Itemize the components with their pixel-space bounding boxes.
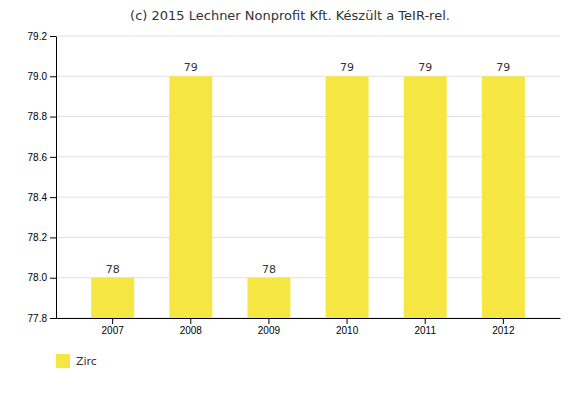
tick: 77.8 bbox=[28, 313, 56, 324]
tick-label: 79.0 bbox=[28, 71, 48, 82]
tick-label: 78.0 bbox=[28, 272, 48, 283]
tick-mark bbox=[50, 117, 56, 118]
plot: 78 79 78 79 79 79 2007 2008 2009 2010 2011 2012 77.8… bbox=[28, 31, 561, 368]
bar bbox=[169, 76, 212, 318]
tick-mark bbox=[50, 318, 56, 319]
tick: 2012 bbox=[492, 318, 515, 336]
tick: 78.6 bbox=[28, 152, 56, 163]
tick-mark bbox=[50, 278, 56, 279]
tick-label: 78.8 bbox=[28, 111, 48, 122]
bar bbox=[247, 278, 290, 318]
legend-label: Zirc bbox=[76, 355, 97, 368]
bars bbox=[91, 76, 525, 318]
tick-label: 2010 bbox=[336, 325, 359, 336]
tick-mark bbox=[50, 237, 56, 238]
tick-label: 2007 bbox=[102, 325, 125, 336]
tick-mark bbox=[112, 318, 113, 324]
tick-mark bbox=[347, 318, 348, 324]
tick: 78.2 bbox=[28, 232, 56, 243]
tick-label: 2009 bbox=[258, 325, 281, 336]
title: (c) 2015 Lechner Nonprofit Kft. Készült … bbox=[130, 8, 450, 23]
tick-label: 2008 bbox=[180, 325, 203, 336]
grid-line bbox=[56, 36, 560, 37]
tick-label: 79.2 bbox=[28, 31, 48, 42]
grid bbox=[56, 36, 560, 318]
bar bbox=[326, 76, 369, 318]
data-label: 78 bbox=[106, 263, 120, 276]
tick-mark bbox=[190, 318, 191, 324]
tick-label: 2012 bbox=[492, 325, 515, 336]
tick-label: 77.8 bbox=[28, 313, 48, 324]
axis-line bbox=[56, 37, 57, 319]
tick: 78.4 bbox=[28, 192, 56, 203]
legend-swatch bbox=[56, 354, 70, 368]
tick: 78.8 bbox=[28, 111, 56, 122]
data-label: 79 bbox=[184, 61, 198, 74]
bar bbox=[91, 278, 134, 318]
x-axis: 2007 2008 2009 2010 2011 2012 bbox=[57, 318, 561, 336]
tick-mark bbox=[50, 76, 56, 77]
data-label: 79 bbox=[340, 61, 354, 74]
tick-mark bbox=[503, 318, 504, 324]
tick-label: 78.6 bbox=[28, 152, 48, 163]
tick: 2009 bbox=[258, 318, 281, 336]
tick: 2011 bbox=[414, 318, 436, 336]
tick-mark bbox=[50, 36, 56, 37]
tick: 79.0 bbox=[28, 71, 56, 82]
bar bbox=[404, 76, 447, 318]
tick: 2007 bbox=[102, 318, 125, 336]
data-label: 79 bbox=[496, 61, 510, 74]
tick-label: 78.4 bbox=[28, 192, 48, 203]
data-label: 78 bbox=[262, 263, 276, 276]
tick: 2008 bbox=[180, 318, 203, 336]
axis-line bbox=[57, 318, 561, 319]
tick: 2010 bbox=[336, 318, 359, 336]
y-axis: 77.8 78.0 78.2 78.4 78.6 78.8 79.0 79.2 bbox=[28, 31, 57, 324]
tick: 78.0 bbox=[28, 272, 56, 283]
tick-mark bbox=[50, 157, 56, 158]
tick-mark bbox=[268, 318, 269, 324]
legend-item: Zirc bbox=[56, 354, 97, 368]
tick-label: 78.2 bbox=[28, 232, 48, 243]
data-labels: 78 79 78 79 79 79 bbox=[106, 61, 511, 275]
tick-mark bbox=[50, 197, 56, 198]
bar bbox=[482, 76, 525, 318]
legend: Zirc bbox=[56, 354, 97, 368]
data-label: 79 bbox=[418, 61, 432, 74]
chart: (c) 2015 Lechner Nonprofit Kft. Készült … bbox=[0, 0, 580, 400]
tick-label: 2011 bbox=[414, 325, 436, 336]
tick: 79.2 bbox=[28, 31, 56, 42]
tick-mark bbox=[425, 318, 426, 324]
